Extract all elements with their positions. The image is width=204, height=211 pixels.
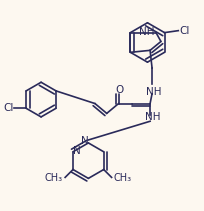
Text: CH₃: CH₃ xyxy=(114,173,132,183)
Text: N: N xyxy=(73,146,80,156)
Text: NH: NH xyxy=(146,87,162,97)
Text: NH: NH xyxy=(139,27,155,37)
Text: N: N xyxy=(81,136,89,146)
Text: O: O xyxy=(115,85,124,95)
Text: CH₃: CH₃ xyxy=(45,173,63,183)
Text: NH: NH xyxy=(145,112,161,122)
Text: Cl: Cl xyxy=(3,103,13,113)
Text: Cl: Cl xyxy=(179,26,190,36)
